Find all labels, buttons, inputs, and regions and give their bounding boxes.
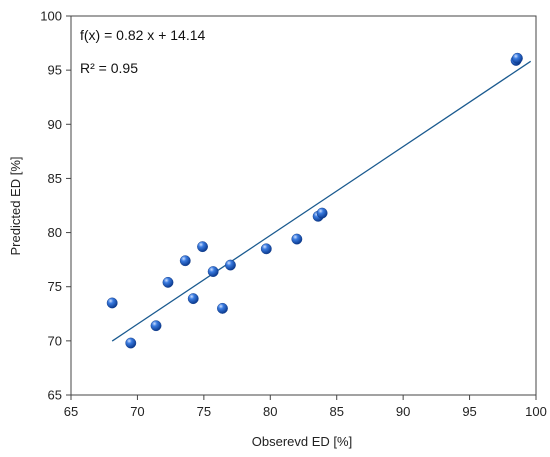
regression-equation: f(x) = 0.82 x + 14.14 — [80, 27, 206, 43]
y-axis-title: Predicted ED [%] — [8, 157, 23, 256]
tick-labels: 65 70 75 80 85 90 95 100 65 70 75 80 85 90 95 100 — [40, 9, 547, 420]
data-point — [512, 52, 523, 64]
y-tick-label: 85 — [48, 171, 62, 186]
data-point — [197, 241, 208, 253]
y-tick-label: 90 — [48, 117, 62, 132]
data-point — [260, 243, 272, 255]
y-tick-label: 75 — [48, 279, 62, 294]
trendline-layer — [111, 60, 532, 342]
r-squared-label: R² = 0.95 — [80, 60, 138, 76]
y-tick-label: 100 — [40, 9, 62, 24]
x-tick-label: 100 — [525, 404, 547, 419]
y-tick-label: 95 — [48, 63, 62, 78]
x-tick-label: 85 — [329, 404, 343, 419]
x-tick-label: 95 — [462, 404, 476, 419]
data-point — [125, 337, 137, 349]
x-tick-label: 65 — [64, 404, 78, 419]
plot-frame — [70, 15, 537, 396]
x-axis-title: Obserevd ED [%] — [252, 434, 352, 449]
x-tick-label: 70 — [130, 404, 144, 419]
data-point — [187, 293, 199, 305]
data-point — [162, 276, 174, 288]
data-point — [106, 297, 118, 309]
trendline — [111, 60, 532, 342]
x-tick-label: 75 — [197, 404, 211, 419]
data-point — [207, 266, 219, 277]
data-point — [179, 255, 191, 267]
data-point — [316, 207, 328, 219]
data-point — [291, 233, 303, 245]
axes — [66, 15, 537, 400]
y-tick-label: 70 — [48, 333, 62, 348]
y-tick-label: 80 — [48, 225, 62, 240]
data-point — [150, 320, 162, 332]
data-point — [225, 259, 236, 271]
data-points — [106, 52, 523, 349]
y-tick-label: 65 — [48, 388, 62, 403]
x-tick-label: 80 — [263, 404, 277, 419]
data-point — [217, 302, 228, 314]
x-tick-label: 90 — [396, 404, 410, 419]
